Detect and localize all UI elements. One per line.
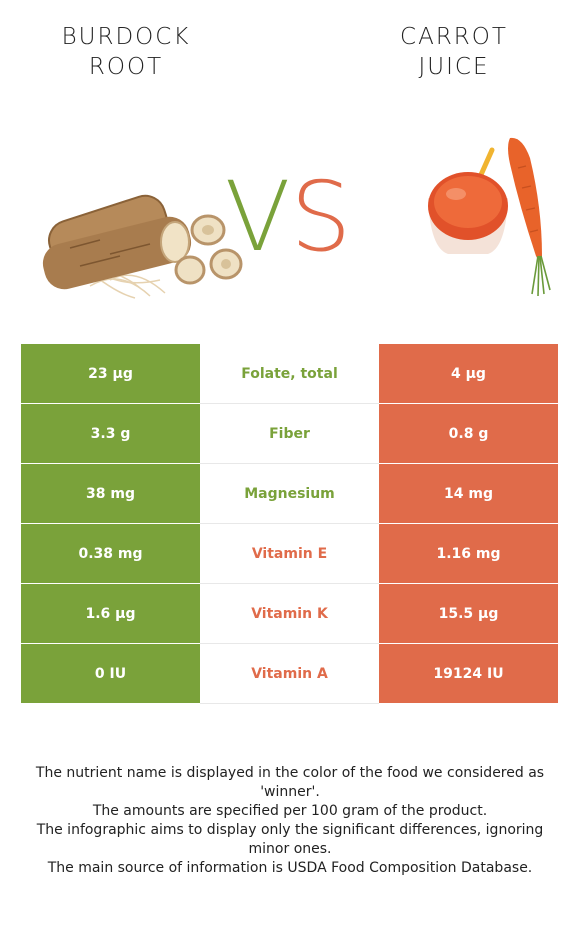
- left-value: 38 mg: [21, 464, 200, 524]
- table-row: 1.6 µg Vitamin K 15.5 µg: [21, 584, 558, 644]
- right-value: 0.8 g: [379, 404, 558, 464]
- nutrient-name: Vitamin A: [200, 644, 379, 704]
- footer-notes: The nutrient name is displayed in the co…: [20, 764, 560, 878]
- versus-s: S: [290, 161, 352, 273]
- versus-label: VS: [218, 162, 358, 272]
- nutrient-name: Magnesium: [200, 464, 379, 524]
- right-food-title-line2: JUICE: [418, 54, 490, 80]
- footer-note-aim: The infographic aims to display only the…: [36, 822, 544, 857]
- nutrient-name: Vitamin K: [200, 584, 379, 644]
- left-food-title: BURDOCK ROOT: [6, 22, 246, 82]
- right-value: 15.5 µg: [379, 584, 558, 644]
- nutrient-name: Fiber: [200, 404, 379, 464]
- burdock-root-image: [42, 194, 243, 299]
- right-food-title: CARROT JUICE: [334, 22, 574, 82]
- right-value: 1.16 mg: [379, 524, 558, 584]
- nutrient-name: Folate, total: [200, 344, 379, 404]
- table-row: 23 µg Folate, total 4 µg: [21, 344, 558, 404]
- carrot-juice-image: [428, 137, 551, 297]
- left-food-title-line1: BURDOCK: [61, 24, 191, 50]
- right-value: 4 µg: [379, 344, 558, 404]
- table-row: 3.3 g Fiber 0.8 g: [21, 404, 558, 464]
- footer-note-winner: The nutrient name is displayed in the co…: [35, 765, 545, 800]
- right-value: 14 mg: [379, 464, 558, 524]
- table-row: 0.38 mg Vitamin E 1.16 mg: [21, 524, 558, 584]
- right-food-title-line1: CARROT: [400, 24, 508, 50]
- nutrient-comparison-table: 23 µg Folate, total 4 µg 3.3 g Fiber 0.8…: [21, 344, 558, 704]
- footer-note-source: The main source of information is USDA F…: [47, 860, 533, 876]
- left-value: 3.3 g: [21, 404, 200, 464]
- left-value: 0 IU: [21, 644, 200, 704]
- left-value: 1.6 µg: [21, 584, 200, 644]
- footer-note-amounts: The amounts are specified per 100 gram o…: [92, 803, 488, 819]
- left-value: 23 µg: [21, 344, 200, 404]
- left-food-title-line2: ROOT: [88, 54, 164, 80]
- left-value: 0.38 mg: [21, 524, 200, 584]
- nutrient-name: Vitamin E: [200, 524, 379, 584]
- table-row: 38 mg Magnesium 14 mg: [21, 464, 558, 524]
- right-value: 19124 IU: [379, 644, 558, 704]
- table-row: 0 IU Vitamin A 19124 IU: [21, 644, 558, 704]
- versus-v: V: [224, 161, 291, 273]
